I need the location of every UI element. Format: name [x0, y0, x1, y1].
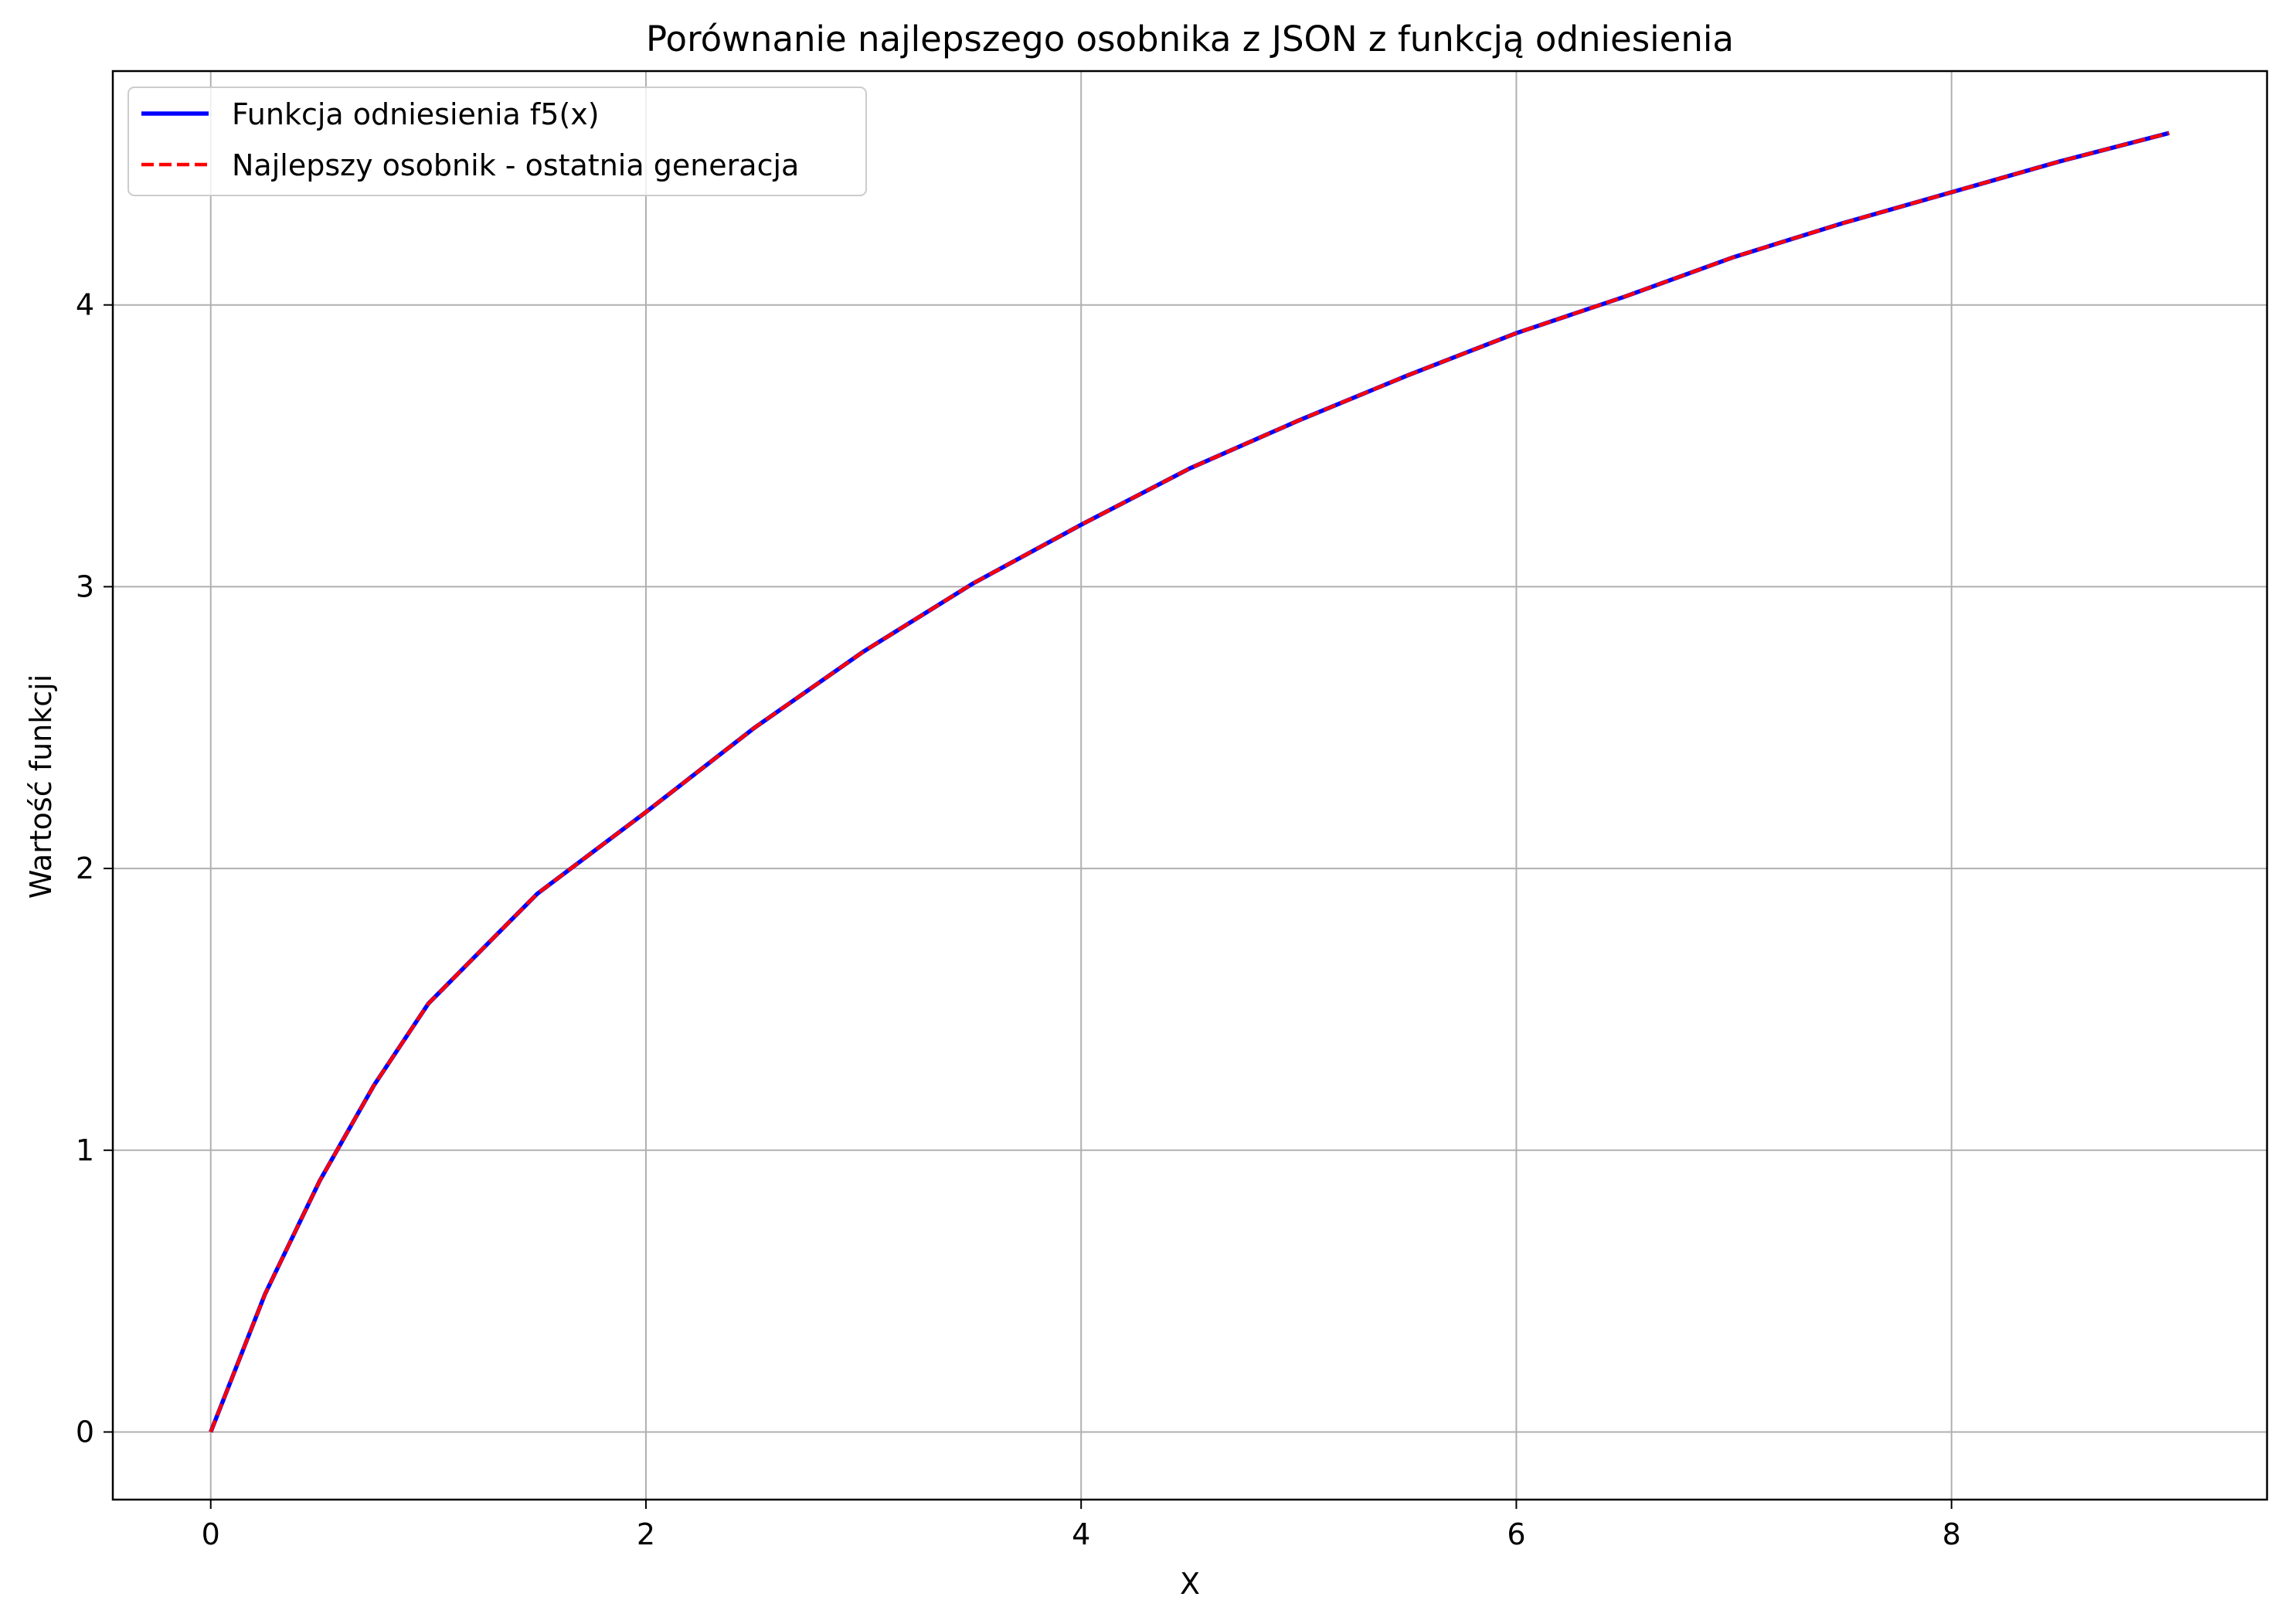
grid [113, 71, 2267, 1500]
series-line-best-individual [209, 131, 2170, 1433]
y-tick-label: 1 [76, 1133, 94, 1167]
y-tick-label: 3 [76, 569, 94, 603]
x-tick-label: 8 [1943, 1517, 1961, 1551]
x-axis-ticks: 0 2 4 6 8 [202, 1500, 1961, 1551]
x-tick-label: 2 [637, 1517, 655, 1551]
legend: Funkcja odniesienia f5(x) Najlepszy osob… [127, 87, 867, 196]
y-tick-label: 2 [76, 851, 94, 885]
legend-label-reference: Funkcja odniesienia f5(x) [232, 97, 600, 131]
y-tick-label: 4 [76, 288, 94, 322]
plot-frame [111, 70, 2269, 1501]
x-tick-label: 4 [1072, 1517, 1090, 1551]
legend-box [127, 87, 867, 196]
y-tick-label: 0 [76, 1415, 94, 1449]
series-layer [209, 131, 2170, 1433]
chart-title: Porównanie najlepszego osobnika z JSON z… [646, 19, 1734, 59]
legend-label-best-individual: Najlepszy osobnik - ostatnia generacja [232, 148, 799, 182]
x-axis-label: X [1180, 1567, 1200, 1601]
y-axis-ticks: 0 1 2 3 4 [76, 288, 113, 1449]
x-tick-label: 0 [202, 1517, 220, 1551]
y-axis-label: Wartość funkcji [24, 674, 58, 899]
x-tick-label: 6 [1507, 1517, 1525, 1551]
